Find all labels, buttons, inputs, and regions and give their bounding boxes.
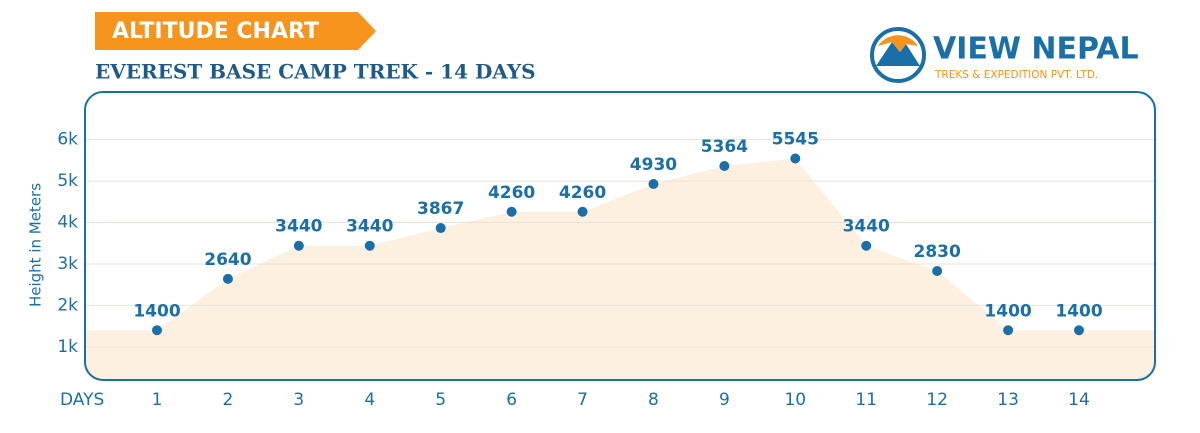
data-point [648,178,659,189]
y-tick-label: 3k [57,254,78,274]
data-point [719,161,730,172]
title-banner [95,12,376,50]
x-tick-label: 3 [293,390,304,410]
data-label: 2640 [204,250,251,270]
y-tick-label: 4k [57,213,78,233]
x-tick-label: 4 [364,390,375,410]
data-label: 3440 [275,217,322,237]
data-point [577,206,588,217]
chart-subtitle: EVEREST BASE CAMP TREK - 14 DAYS [95,60,536,84]
x-tick-label: 14 [1068,390,1090,410]
data-point [222,273,233,284]
data-point [790,153,801,164]
x-tick-label: 8 [648,390,659,410]
data-point [506,206,517,217]
x-tick-label: 9 [719,390,730,410]
x-tick-label: 12 [926,390,948,410]
y-tick-label: 5k [57,171,78,191]
x-tick-label: 1 [152,390,163,410]
y-tick-label: 2k [57,295,78,315]
plot-frame [84,91,1156,381]
x-axis-label: DAYS [60,390,104,410]
data-point [435,223,446,234]
data-point [293,240,304,251]
x-tick-label: 13 [997,390,1019,410]
x-tick-label: 11 [855,390,877,410]
data-label: 4260 [559,183,606,203]
data-label: 5364 [701,137,748,157]
y-tick-label: 1k [57,337,78,357]
data-label: 1400 [984,301,1031,321]
y-axis-label: Height in Meters [27,183,45,307]
logo-name: VIEW NEPAL [933,32,1139,67]
data-point [1003,325,1014,336]
data-label: 1400 [1055,301,1102,321]
data-point [861,240,872,251]
data-label: 3867 [417,199,464,219]
area [85,158,1155,380]
data-label: 2830 [913,242,960,262]
data-label: 4930 [630,155,677,175]
data-label: 4260 [488,183,535,203]
logo-sun [878,35,918,52]
logo-tagline: TREKS & EXPEDITION PVT. LTD. [934,69,1098,81]
data-point [364,240,375,251]
data-label: 1400 [133,301,180,321]
y-tick-label: 6k [57,130,78,150]
data-point [152,325,162,336]
x-tick-label: 6 [506,390,517,410]
logo: VIEW NEPAL TREKS & EXPEDITION PVT. LTD. [870,27,1139,83]
data-label: 3440 [346,217,393,237]
chart-title: ALTITUDE CHART [112,19,319,44]
data-label: 3440 [843,217,890,237]
logo-mountain [876,42,920,66]
data-point [1074,325,1084,336]
x-tick-label: 5 [435,390,446,410]
x-tick-label: 2 [223,390,234,410]
data-label: 5545 [772,130,819,150]
data-point [932,266,943,277]
x-tick-label: 7 [577,390,588,410]
x-tick-label: 10 [784,390,806,410]
